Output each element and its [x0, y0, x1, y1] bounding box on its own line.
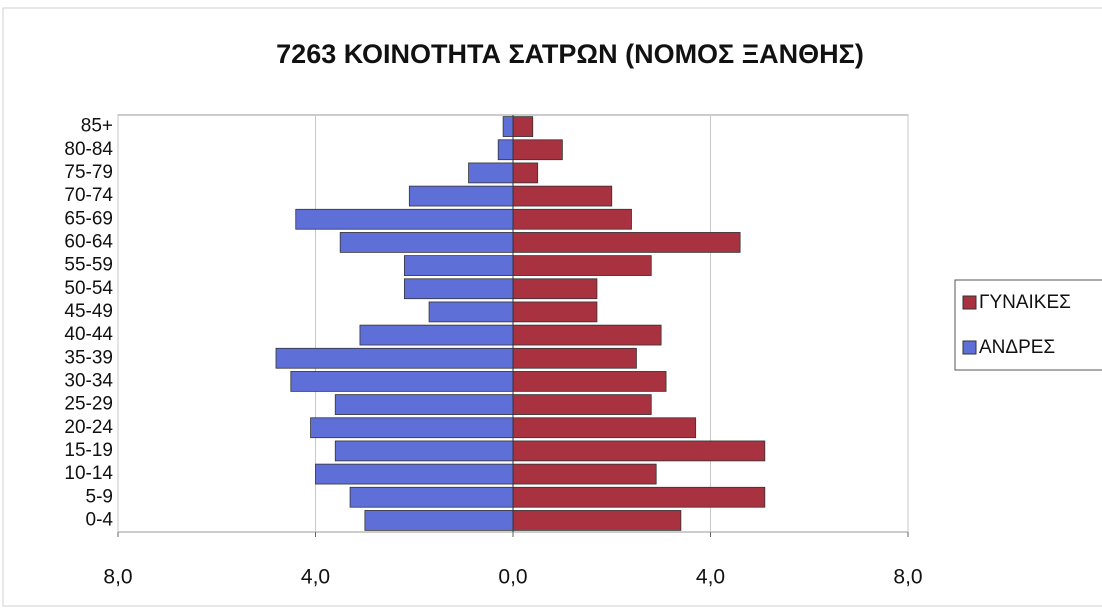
y-tick-label: 75-79 [64, 162, 113, 183]
y-tick-label: 65-69 [64, 208, 113, 229]
y-tick-label: 15-19 [64, 440, 113, 461]
x-tick-label: 4,0 [696, 566, 725, 589]
bar [310, 417, 514, 439]
bar [512, 232, 741, 253]
x-tick-label: 8,0 [893, 566, 922, 589]
y-tick-label: 25-29 [64, 394, 113, 415]
y-tick-label: 45-49 [64, 301, 113, 322]
bar [512, 278, 598, 300]
y-tick-label: 50-54 [64, 278, 113, 299]
legend-label: ΓΥΝΑΙΚΕΣ [979, 292, 1071, 313]
bar [512, 185, 613, 207]
bar [334, 394, 514, 415]
x-tick-label: 4,0 [301, 566, 330, 589]
bar [315, 463, 514, 485]
y-tick-label: 30-34 [64, 370, 113, 391]
bar [403, 255, 514, 276]
bar [428, 301, 514, 323]
bar [359, 324, 514, 346]
bar [364, 510, 514, 531]
bar [497, 139, 514, 161]
bar [512, 301, 598, 323]
y-tick-label: 70-74 [64, 185, 113, 206]
bar [512, 440, 766, 462]
y-tick-label: 85+ [81, 116, 113, 137]
bar [502, 116, 514, 137]
bar [468, 162, 514, 184]
x-tick-label: 0,0 [498, 566, 527, 589]
bar [403, 278, 514, 300]
legend-label: ΑΝΔΡΕΣ [979, 337, 1055, 358]
bar [512, 162, 539, 184]
bar [408, 185, 514, 207]
y-tick-label: 5-9 [86, 486, 113, 507]
bar [512, 417, 697, 439]
y-tick-label: 80-84 [64, 139, 113, 160]
chart-title: 7263 ΚΟΙΝΟΤΗΤΑ ΣΑΤΡΩΝ (ΝΟΜΟΣ ΞΑΝΘΗΣ) [276, 39, 864, 69]
y-tick-label: 55-59 [64, 255, 113, 276]
bar [334, 440, 514, 462]
bar [512, 371, 667, 392]
y-tick-label: 10-14 [64, 463, 113, 484]
y-tick-label: 35-39 [64, 347, 113, 368]
legend-swatch [962, 340, 977, 355]
bar [512, 463, 657, 485]
y-tick-label: 40-44 [64, 324, 113, 345]
bar [512, 255, 652, 276]
bar [512, 324, 662, 346]
bar [339, 232, 514, 253]
bar [512, 510, 682, 531]
bar [512, 116, 534, 137]
bar [275, 347, 514, 369]
bar [512, 486, 766, 508]
bar [295, 208, 514, 230]
legend [954, 279, 1102, 371]
legend-swatch [962, 295, 977, 310]
bar [512, 347, 637, 369]
y-tick-label: 20-24 [64, 417, 113, 438]
y-tick-label: 60-64 [64, 231, 113, 252]
bar [512, 394, 652, 415]
x-tick-label: 8,0 [103, 566, 132, 589]
y-tick-label: 0-4 [86, 509, 114, 530]
bar [290, 371, 514, 392]
bar [512, 208, 632, 230]
bar [349, 486, 514, 508]
bar [512, 139, 563, 161]
